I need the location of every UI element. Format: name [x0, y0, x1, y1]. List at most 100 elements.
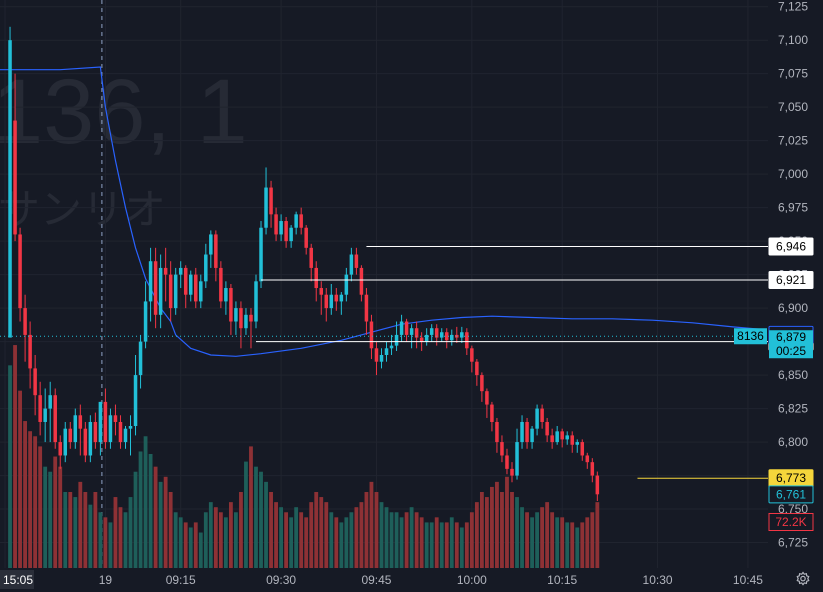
candle-body: [194, 274, 198, 302]
volume-bar: [379, 502, 384, 568]
volume-bar: [424, 522, 429, 568]
candle-body: [239, 308, 243, 329]
price-tick-label: 6,850: [778, 368, 808, 382]
volume-bar: [500, 492, 504, 568]
candle-body: [168, 274, 173, 309]
candle-body: [309, 247, 313, 268]
time-tick-label: 15:05: [3, 573, 33, 587]
settings-gear-icon[interactable]: [795, 571, 811, 587]
candle-body: [214, 234, 218, 268]
volume-tag-label: 72.2K: [775, 515, 806, 529]
volume-bar: [349, 512, 354, 568]
candle-body: [158, 267, 163, 315]
price-tick-label: 6,725: [778, 536, 808, 550]
candle-body: [530, 428, 534, 443]
candle-body: [249, 314, 253, 322]
volume-bar: [459, 527, 464, 568]
symbol-tag-bg: [734, 328, 767, 345]
candle-body: [173, 274, 178, 309]
watermark-symbol: 136, 1: [0, 61, 248, 163]
candle-body: [409, 328, 414, 335]
time-tick-label: 10:00: [457, 573, 487, 587]
candle-body: [63, 428, 68, 456]
volume-bar: [324, 502, 329, 568]
candle-body: [78, 415, 83, 429]
candle-body: [500, 442, 504, 456]
volume-bar: [103, 517, 108, 568]
last-price-tag-label: 6,761: [776, 487, 806, 501]
volume-bar: [168, 492, 173, 568]
volume-bar: [163, 476, 168, 568]
candle-body: [590, 462, 595, 476]
candle-body: [23, 308, 27, 335]
current-price-label: 6,879: [776, 330, 806, 344]
hline-tag-label: 6,773: [776, 471, 806, 485]
candle-body: [143, 301, 148, 342]
candle-body: [244, 314, 248, 329]
candle-body: [148, 261, 153, 302]
candle-body: [490, 404, 494, 422]
volume-bar: [354, 507, 359, 568]
volume-bar: [540, 507, 545, 568]
volume-bar: [404, 512, 409, 568]
volume-bar: [565, 522, 570, 568]
candle-body: [419, 337, 424, 342]
volume-bar: [193, 522, 198, 568]
candle-body: [88, 421, 93, 456]
symbol-tag-label: 8136: [737, 329, 764, 343]
candle-body: [465, 332, 469, 349]
candle-body: [8, 40, 12, 338]
candle-body: [279, 221, 283, 235]
candle-body: [33, 368, 37, 396]
candle-body: [354, 254, 359, 268]
time-axis[interactable]: 15:05 19 09:15 09:30 09:45 10:00 10:15 10:30 10:…: [0, 570, 763, 589]
hline-tag-bg: [768, 270, 814, 289]
volume-bar: [93, 492, 98, 568]
candle-body: [520, 421, 524, 443]
candle-body: [510, 468, 514, 476]
candle-body: [259, 227, 263, 282]
candle-body: [439, 332, 444, 338]
volume-bar: [590, 512, 595, 568]
price-tick-label: 6,800: [778, 435, 808, 449]
volume-bar: [545, 502, 550, 568]
volume-bar: [43, 466, 48, 568]
volume-bar: [274, 502, 278, 568]
candle-body: [404, 321, 409, 335]
candle-body: [224, 288, 228, 302]
candle-body: [424, 334, 429, 342]
volume-bar: [505, 476, 509, 568]
volume-bar: [434, 517, 439, 568]
candle-body: [128, 426, 133, 429]
price-tick-label: 7,000: [778, 167, 808, 181]
volume-bar: [484, 497, 489, 568]
volume-bar: [254, 466, 258, 568]
volume-bar: [319, 497, 324, 568]
candle-body: [43, 408, 47, 422]
volume-bar: [449, 517, 454, 568]
volume-bar: [279, 507, 284, 568]
volume-bar: [510, 492, 514, 568]
volume-bar: [259, 471, 263, 568]
volume-bar: [118, 507, 123, 568]
candle-body: [364, 294, 369, 322]
volume-bar: [575, 527, 580, 568]
candle-body: [580, 442, 585, 456]
volume-bar: [474, 502, 479, 568]
candle-body: [178, 267, 183, 275]
volume-bar: [490, 486, 494, 568]
volume-bar: [414, 512, 419, 568]
volume-bar: [399, 517, 404, 568]
volume-bar: [198, 532, 203, 568]
candle-body: [480, 375, 484, 392]
volume-bar: [585, 517, 590, 568]
volume-bar: [108, 522, 113, 568]
time-tick-label: 10:30: [643, 573, 673, 587]
candle-body: [460, 332, 464, 338]
candle-body: [118, 421, 123, 443]
horizontal-lines[interactable]: [0, 245, 768, 479]
volume-bar: [53, 456, 58, 568]
price-tick-label: 7,025: [778, 134, 808, 148]
time-tick-label: 09:30: [266, 573, 296, 587]
